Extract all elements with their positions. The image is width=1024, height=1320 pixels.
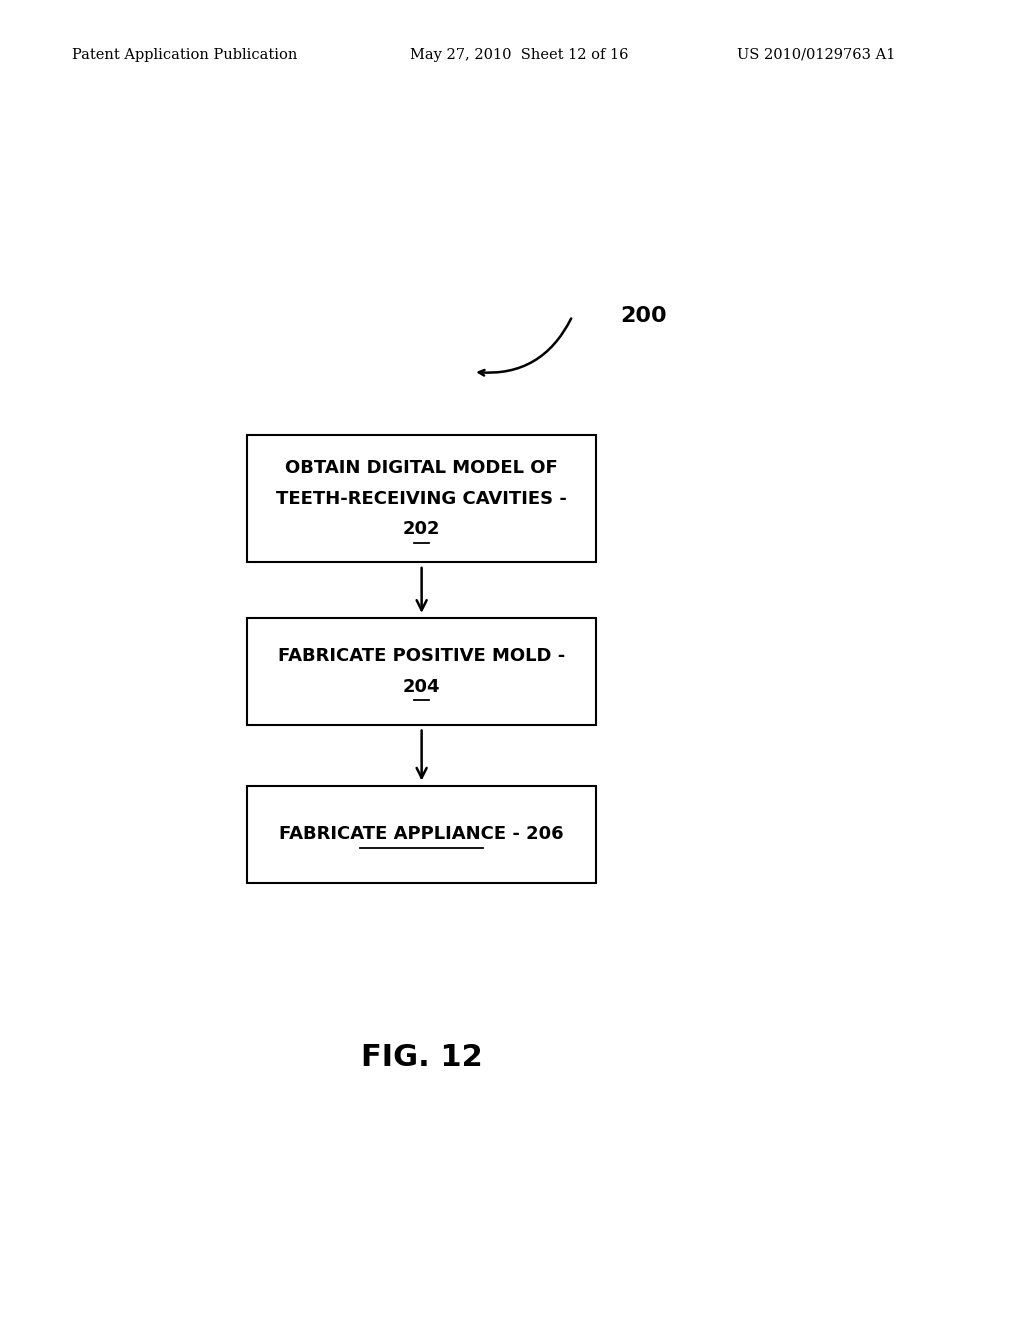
Text: FABRICATE POSITIVE MOLD -: FABRICATE POSITIVE MOLD -	[278, 647, 565, 665]
Bar	[247, 785, 596, 883]
Text: 202: 202	[402, 520, 440, 539]
Text: TEETH-RECEIVING CAVITIES -: TEETH-RECEIVING CAVITIES -	[276, 490, 567, 508]
Bar	[247, 436, 596, 562]
Text: FIG. 12: FIG. 12	[360, 1043, 482, 1072]
Text: US 2010/0129763 A1: US 2010/0129763 A1	[737, 48, 896, 62]
Text: 204: 204	[402, 678, 440, 696]
Text: May 27, 2010  Sheet 12 of 16: May 27, 2010 Sheet 12 of 16	[410, 48, 628, 62]
Text: 200: 200	[620, 306, 667, 326]
Text: OBTAIN DIGITAL MODEL OF: OBTAIN DIGITAL MODEL OF	[286, 459, 558, 478]
Text: FABRICATE APPLIANCE - 206: FABRICATE APPLIANCE - 206	[280, 825, 564, 843]
Text: Patent Application Publication: Patent Application Publication	[72, 48, 297, 62]
Bar	[247, 618, 596, 725]
